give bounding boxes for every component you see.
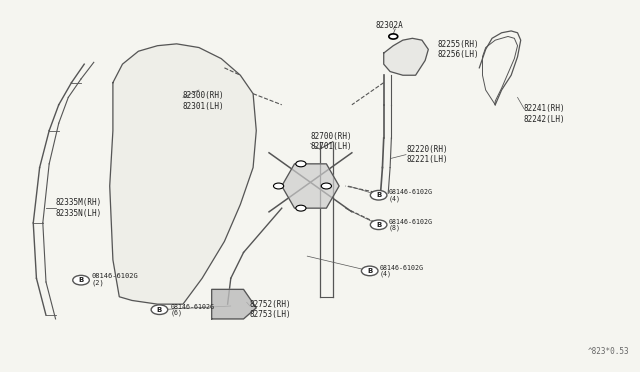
Text: (2): (2) [92,280,104,286]
Text: ^823*0.53: ^823*0.53 [588,347,629,356]
Text: B: B [367,268,372,274]
Text: (8): (8) [389,225,401,231]
Polygon shape [384,38,428,75]
Text: 82300(RH)
82301(LH): 82300(RH) 82301(LH) [183,92,225,111]
Circle shape [371,220,387,230]
Text: 82241(RH)
82242(LH): 82241(RH) 82242(LH) [524,104,566,124]
Text: (4): (4) [380,271,392,278]
Text: 82335M(RH)
82335N(LH): 82335M(RH) 82335N(LH) [56,198,102,218]
Text: 82255(RH)
82256(LH): 82255(RH) 82256(LH) [438,40,479,59]
Circle shape [321,183,332,189]
Circle shape [296,161,306,167]
Text: (6): (6) [170,310,182,316]
Text: 82752(RH)
82753(LH): 82752(RH) 82753(LH) [250,300,292,320]
Text: B: B [157,307,162,313]
Text: (4): (4) [389,195,401,202]
Text: 08146-6102G: 08146-6102G [389,189,433,195]
Text: 82220(RH)
82221(LH): 82220(RH) 82221(LH) [406,145,447,164]
Polygon shape [282,164,339,208]
Circle shape [362,266,378,276]
Circle shape [389,34,397,39]
Polygon shape [212,289,256,319]
Circle shape [371,190,387,200]
Text: B: B [79,277,84,283]
Text: 08146-6102G: 08146-6102G [170,304,214,310]
Circle shape [273,183,284,189]
Text: B: B [376,222,381,228]
Text: 82302A: 82302A [376,21,403,30]
Text: 08146-6102G: 08146-6102G [92,273,139,279]
Text: 82700(RH)
82701(LH): 82700(RH) 82701(LH) [310,132,352,151]
Circle shape [151,305,168,314]
Text: 08146-6102G: 08146-6102G [389,219,433,225]
Circle shape [73,275,90,285]
Circle shape [296,205,306,211]
Text: B: B [376,192,381,198]
Text: 08146-6102G: 08146-6102G [380,265,424,271]
Polygon shape [109,44,256,304]
